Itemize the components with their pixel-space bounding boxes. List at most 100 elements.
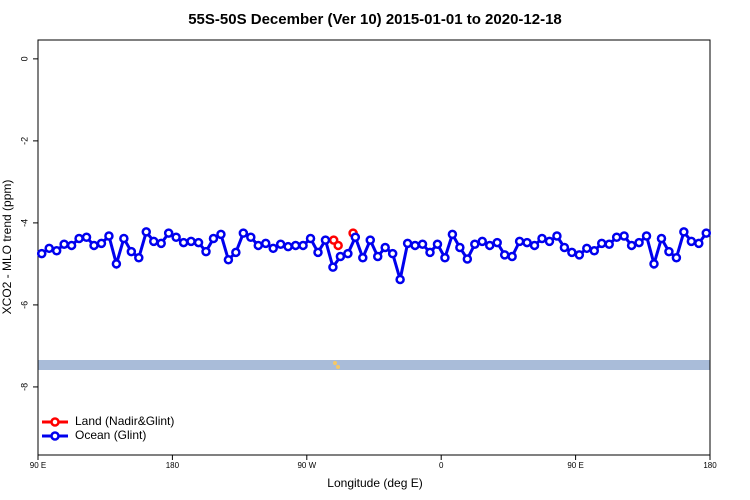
point	[89, 240, 99, 251]
point	[238, 228, 249, 238]
point	[141, 227, 152, 237]
point	[350, 232, 361, 242]
point	[298, 240, 308, 251]
point	[358, 253, 368, 263]
point	[178, 237, 189, 248]
point	[462, 254, 473, 264]
point	[333, 240, 343, 251]
point	[186, 236, 196, 247]
legend-label: Ocean (Glint)	[75, 428, 146, 442]
point	[626, 240, 637, 251]
x-tick-label: 0	[439, 461, 444, 470]
point	[582, 243, 592, 254]
point	[440, 253, 450, 263]
x-tick-label: 90 E	[30, 461, 46, 470]
land-strip	[38, 360, 710, 370]
point	[216, 229, 226, 240]
point	[596, 238, 607, 249]
point	[208, 233, 219, 244]
point	[447, 229, 458, 240]
point	[589, 246, 600, 256]
point	[305, 233, 316, 244]
point	[193, 237, 204, 248]
point	[96, 238, 107, 249]
point	[686, 236, 697, 247]
point	[455, 242, 465, 253]
y-tick-label: -8	[19, 383, 29, 391]
x-axis-label: Longitude (deg E)	[327, 476, 422, 490]
point	[559, 242, 570, 253]
x-tick-label: 90 E	[567, 461, 583, 470]
point	[694, 238, 704, 249]
point	[335, 251, 346, 262]
land-dot	[333, 361, 337, 365]
point	[148, 236, 159, 247]
point	[470, 239, 480, 249]
legend-marker	[50, 431, 60, 441]
point	[283, 241, 293, 252]
point	[119, 233, 129, 244]
point	[275, 239, 286, 249]
point	[380, 242, 390, 253]
point	[499, 250, 510, 260]
point	[246, 232, 256, 242]
point	[59, 239, 69, 249]
y-tick-label: -4	[19, 219, 29, 227]
point	[231, 247, 241, 258]
point	[634, 237, 644, 248]
point	[223, 255, 234, 265]
point	[343, 248, 353, 259]
point	[477, 236, 488, 247]
point	[66, 240, 77, 251]
y-tick-label: -6	[19, 301, 29, 309]
land-dot	[336, 365, 340, 369]
point	[51, 246, 62, 256]
y-tick-label: 0	[19, 56, 29, 61]
point	[492, 237, 502, 248]
point	[649, 259, 659, 269]
point	[604, 239, 614, 249]
point	[104, 231, 114, 241]
point	[313, 247, 323, 258]
point	[701, 228, 712, 238]
point	[156, 238, 166, 249]
point	[432, 239, 443, 249]
point	[664, 246, 674, 257]
point	[201, 246, 211, 257]
point	[320, 235, 331, 245]
chart-title: 55S-50S December (Ver 10) 2015-01-01 to …	[188, 11, 562, 28]
point	[522, 237, 532, 248]
point	[387, 248, 398, 259]
point	[81, 232, 92, 242]
point	[171, 232, 181, 242]
point	[328, 262, 338, 272]
point	[514, 236, 525, 247]
point	[163, 228, 174, 238]
point	[417, 239, 428, 249]
point	[619, 231, 629, 241]
point	[679, 227, 689, 237]
point	[126, 246, 137, 257]
y-axis-label: XCO2 - MLO trend (ppm)	[0, 180, 14, 315]
point	[402, 238, 413, 249]
point	[656, 233, 667, 244]
point	[484, 240, 495, 251]
point	[529, 240, 540, 251]
x-tick-label: 90 W	[297, 461, 316, 470]
point	[507, 251, 517, 262]
point	[552, 231, 562, 241]
point	[574, 250, 585, 260]
point	[134, 253, 144, 263]
point	[268, 243, 278, 254]
legend-marker	[50, 417, 60, 427]
point	[641, 231, 652, 241]
y-tick-label: -2	[19, 137, 29, 145]
point	[74, 233, 84, 244]
point	[410, 240, 420, 251]
x-tick-label: 180	[703, 461, 717, 470]
point	[372, 251, 383, 262]
point	[425, 247, 435, 258]
point	[260, 238, 271, 249]
point	[544, 236, 555, 247]
